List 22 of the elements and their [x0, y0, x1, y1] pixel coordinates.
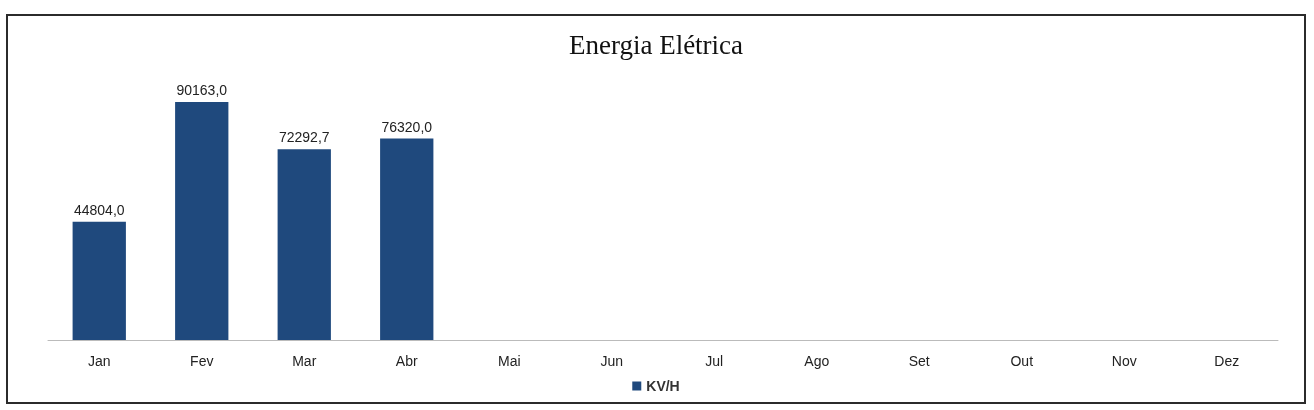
bar: [72, 221, 126, 340]
x-tick-label: Out: [1010, 353, 1034, 369]
data-label: 90163,0: [176, 81, 228, 98]
x-tick-label: Ago: [804, 353, 830, 369]
data-label: 72292,7: [278, 129, 330, 146]
bar: [175, 101, 229, 340]
bar: [380, 138, 434, 340]
x-tick-label: Mar: [292, 353, 317, 369]
x-tick-label: Nov: [1111, 353, 1137, 369]
legend-label: KV/H: [646, 378, 680, 394]
data-label: 76320,0: [381, 118, 433, 135]
x-tick-label: Jun: [600, 353, 624, 369]
x-tick-label: Mai: [497, 353, 521, 369]
x-tick-label: Jul: [705, 353, 724, 369]
x-tick-label: Set: [908, 353, 930, 369]
bar: [277, 149, 331, 340]
chart-title: Energia Elétrica: [568, 29, 744, 60]
x-tick-label: Fev: [190, 353, 214, 369]
x-tick-label: Dez: [1214, 353, 1240, 369]
x-tick-label: Abr: [395, 353, 418, 369]
x-tick-label: Jan: [87, 353, 111, 369]
data-label: 44804,0: [73, 201, 125, 218]
